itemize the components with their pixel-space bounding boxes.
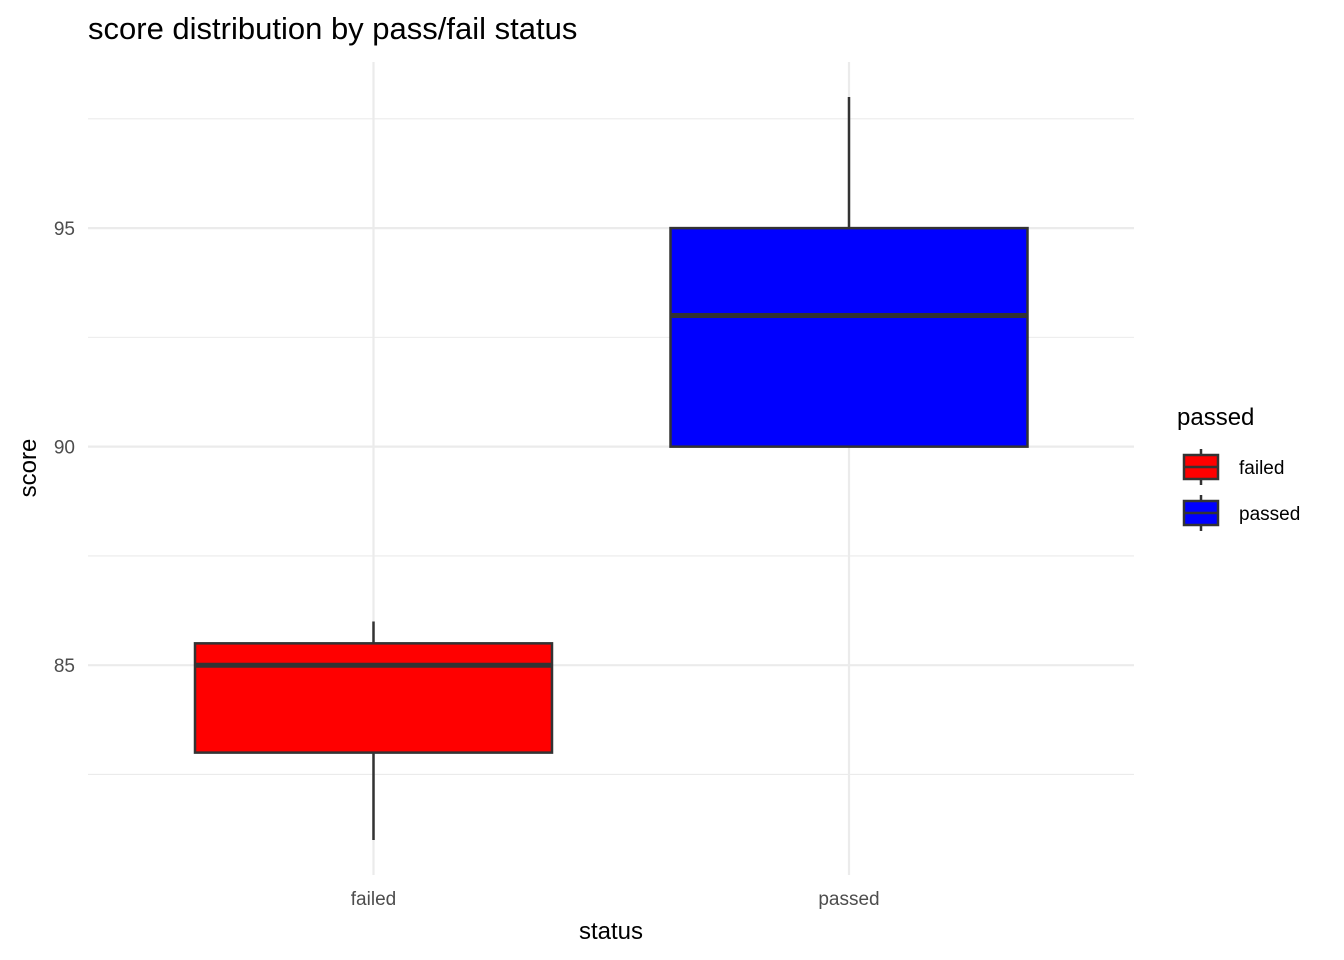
y-tick-label: 85 [54, 656, 75, 677]
legend-label: passed [1239, 504, 1300, 525]
legend-label: failed [1239, 458, 1284, 479]
y-axis-ticks: 85 90 95 [54, 219, 75, 677]
legend: passed failed passed [1177, 404, 1300, 531]
legend-item-failed: failed [1182, 449, 1284, 485]
legend-item-passed: passed [1182, 495, 1300, 531]
y-tick-label: 95 [54, 219, 75, 240]
box-body [669, 226, 1029, 448]
chart-title: score distribution by pass/fail status [88, 11, 577, 46]
box-passed [669, 96, 1029, 448]
box-series [193, 96, 1029, 841]
x-tick-label: failed [351, 889, 396, 910]
legend-title: passed [1177, 404, 1254, 431]
box-failed [193, 621, 554, 841]
x-axis-title: status [579, 918, 643, 945]
y-axis-title: score [15, 439, 42, 498]
y-tick-label: 90 [54, 438, 75, 459]
x-axis-ticks: failed passed [351, 889, 880, 910]
box-body [193, 642, 554, 754]
x-tick-label: passed [818, 889, 879, 910]
